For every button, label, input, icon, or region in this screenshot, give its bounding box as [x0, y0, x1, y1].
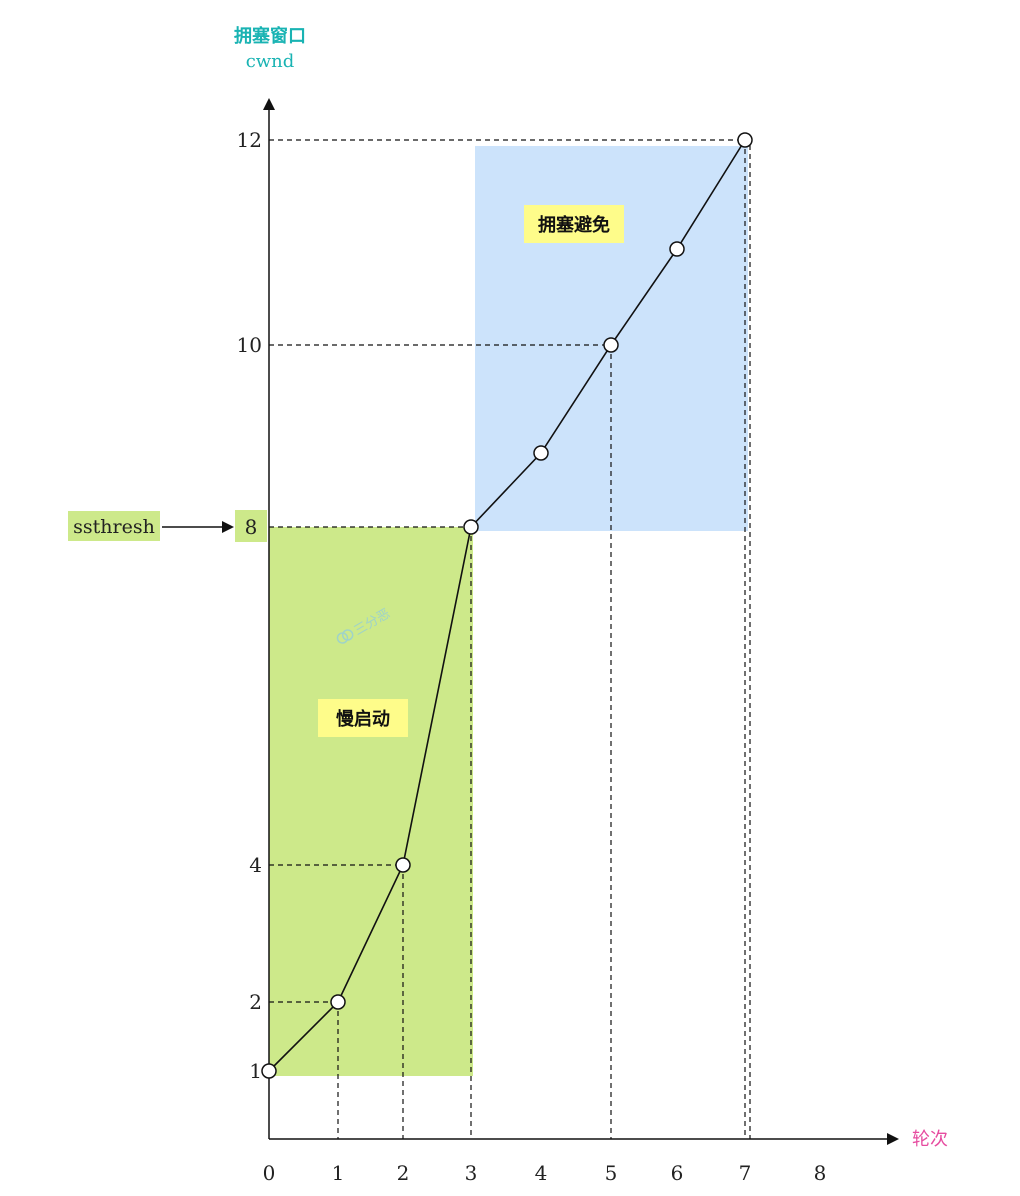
- region-label: 慢启动: [336, 708, 390, 730]
- x-tick-label: 4: [535, 1161, 548, 1185]
- region-label: 拥塞避免: [538, 214, 610, 236]
- x-tick-label: 2: [397, 1161, 410, 1185]
- y-tick-label-threshold: 8: [245, 515, 258, 539]
- data-point: [533, 445, 549, 461]
- x-tick-label: 8: [814, 1161, 827, 1185]
- region-label-bg: [524, 205, 624, 243]
- x-tick-label: 6: [671, 1161, 684, 1185]
- data-point: [330, 994, 346, 1010]
- y-tick-label: 1: [249, 1059, 262, 1083]
- data-point: [395, 857, 411, 873]
- x-tick-label: 5: [605, 1161, 618, 1185]
- x-tick-label: 7: [739, 1161, 752, 1185]
- x-tick-label: 3: [465, 1161, 478, 1185]
- region-label-bg: [318, 699, 408, 737]
- y-tick-label: 4: [249, 853, 262, 877]
- y-tick-label: 10: [237, 333, 262, 357]
- data-point: [261, 1063, 277, 1079]
- y-axis-title-line1: 拥塞窗口: [234, 25, 306, 47]
- x-axis-title: 轮次: [912, 1129, 948, 1150]
- ssthresh-label-bg: [68, 511, 160, 541]
- y-tick-label: 12: [237, 128, 262, 152]
- data-point: [737, 132, 753, 148]
- threshold-tick-bg: [235, 510, 267, 542]
- x-tick-label: 0: [263, 1161, 276, 1185]
- data-point: [669, 241, 685, 257]
- region-slow-start: [269, 527, 473, 1076]
- data-point: [463, 519, 479, 535]
- x-tick-label: 1: [332, 1161, 345, 1185]
- data-point: [603, 337, 619, 353]
- ssthresh-label: ssthresh: [73, 516, 155, 538]
- series-line: [268, 139, 746, 1072]
- y-axis-title-line2: cwnd: [246, 51, 295, 72]
- y-tick-label: 2: [249, 990, 262, 1014]
